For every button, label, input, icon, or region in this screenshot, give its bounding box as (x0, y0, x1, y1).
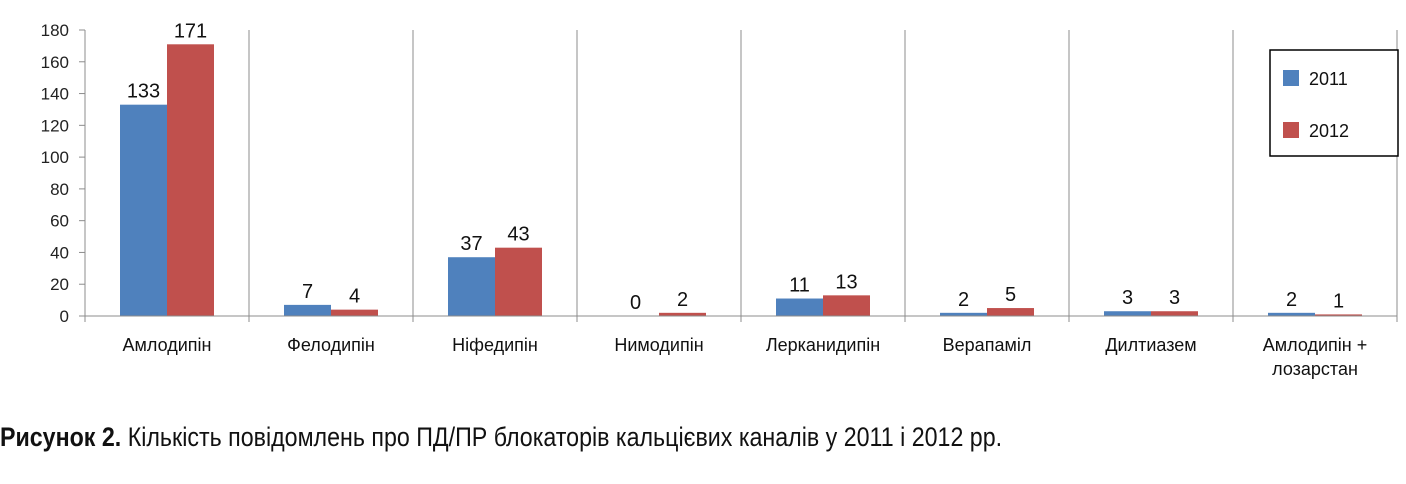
y-tick-label: 40 (50, 243, 69, 262)
data-label-2012: 171 (174, 20, 207, 42)
caption-text: Кількість повідомлень про ПД/ПР блокатор… (121, 422, 1003, 452)
bar-2011 (940, 312, 987, 316)
bar-2012 (331, 309, 378, 316)
legend-label-2012: 2012 (1309, 121, 1349, 141)
data-label-2011: 3 (1122, 287, 1133, 309)
bar-2012 (1151, 311, 1198, 316)
caption-lead: Рисунок 2. (0, 422, 122, 452)
legend: 2011 2012 (1269, 49, 1399, 157)
data-label-2012: 1 (1333, 290, 1344, 312)
x-category-label: Лерканидипін (766, 335, 880, 355)
data-label-2011: 2 (958, 289, 969, 311)
bar-2012 (823, 295, 870, 316)
x-category-label: Нимодипін (614, 335, 703, 355)
data-label-2011: 37 (460, 233, 482, 255)
bar-2012 (495, 247, 542, 316)
legend-box (1269, 49, 1399, 157)
data-label-2011: 11 (789, 275, 810, 297)
bar-2012 (659, 312, 706, 316)
x-category-label: Ніфедипін (452, 335, 538, 355)
figure-caption: Рисунок 2. Кількість повідомлень про ПД/… (0, 422, 1209, 453)
data-label-2011: 133 (127, 81, 160, 103)
x-category-label: Фелодипін (287, 335, 375, 355)
data-label-2012: 43 (507, 224, 529, 246)
bar-2011 (120, 104, 167, 316)
y-tick-label: 140 (41, 85, 69, 104)
data-label-2012: 5 (1005, 284, 1016, 306)
data-label-2011: 7 (302, 281, 313, 303)
x-category-label: Верапаміл (943, 335, 1032, 355)
legend-swatch-2011 (1283, 70, 1299, 86)
bar-chart: 133 7 37 0 11 2 3 2 171 4 43 2 13 5 3 1 0 20 40 60 80 100 120… (41, 20, 1399, 379)
x-category-label: Амлодипін (123, 335, 212, 355)
x-category-label: Дилтиазем (1105, 335, 1196, 355)
y-tick-label: 100 (41, 148, 69, 167)
grid-layer (248, 30, 1398, 322)
bar-2012 (987, 308, 1034, 316)
y-tick-label: 180 (41, 21, 69, 40)
data-label-2011: 0 (630, 292, 641, 314)
bar-2011 (448, 257, 495, 316)
bar-2011 (1268, 312, 1315, 316)
x-category-label: лозарстан (1272, 359, 1358, 379)
data-label-2012: 3 (1169, 287, 1180, 309)
bar-2012 (167, 44, 214, 317)
legend-label-2011: 2011 (1309, 69, 1348, 89)
data-label-2012: 2 (677, 289, 688, 311)
y-tick-label: 20 (50, 275, 69, 294)
y-tick-label: 120 (41, 116, 69, 135)
data-label-2011: 2 (1286, 289, 1297, 311)
y-tick-label: 160 (41, 53, 69, 72)
data-label-2012: 4 (349, 286, 360, 308)
bar-2011 (1104, 311, 1151, 316)
data-labels-layer: 133 7 37 0 11 2 3 2 171 4 43 2 13 5 3 1 (127, 20, 1344, 314)
legend-swatch-2012 (1283, 122, 1299, 138)
y-tick-label: 80 (50, 180, 69, 199)
bar-2011 (776, 298, 823, 316)
bar-2012 (1315, 314, 1362, 316)
bar-2011 (284, 304, 331, 316)
x-category-label: Амлодипін + (1263, 335, 1367, 355)
data-label-2012: 13 (835, 271, 857, 293)
bars-layer (120, 44, 1362, 317)
y-tick-label: 60 (50, 212, 69, 231)
y-tick-label: 0 (60, 307, 69, 326)
